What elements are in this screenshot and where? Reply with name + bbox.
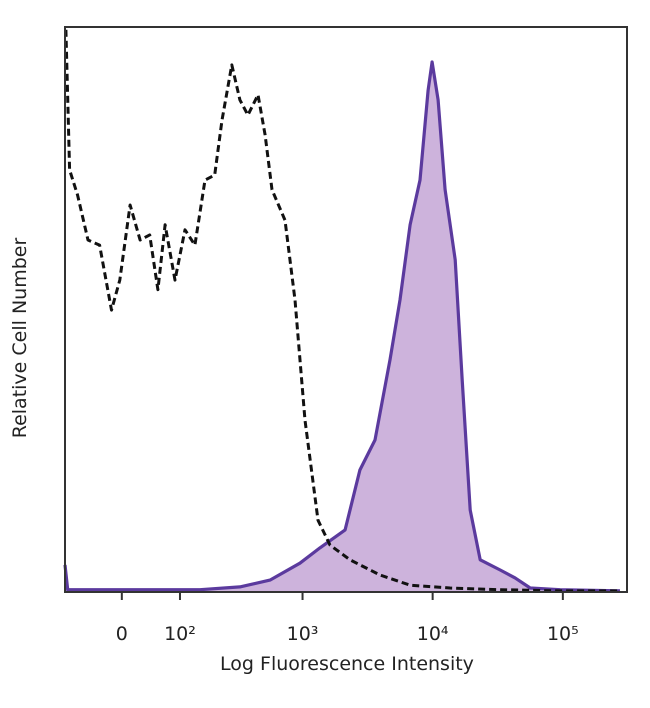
plot-frame [64, 26, 628, 593]
x-tick-label: 0 [116, 623, 128, 645]
x-tick-label: 10³ [287, 623, 319, 645]
dashed-line [64, 29, 620, 593]
y-axis-title: Relative Cell Number [9, 238, 31, 439]
x-axis-title: Log Fluorescence Intensity [220, 653, 474, 675]
line [63, 60, 621, 593]
x-tick-label: 10⁴ [417, 623, 449, 645]
x-tick-label: 10⁵ [547, 623, 579, 645]
x-tick-label: 10² [164, 623, 196, 645]
